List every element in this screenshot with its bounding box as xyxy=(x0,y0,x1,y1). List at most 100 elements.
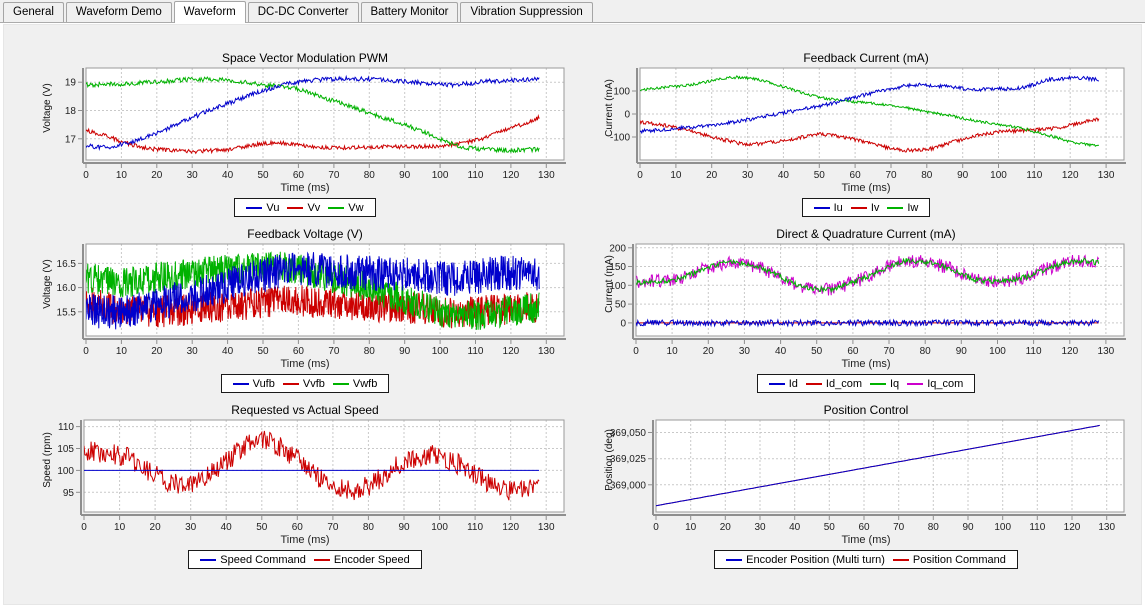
y-axis-label: Voltage (V) xyxy=(42,83,53,133)
svg-text:70: 70 xyxy=(328,346,340,357)
svg-text:200: 200 xyxy=(609,243,626,254)
legend-swatch-vvfb xyxy=(282,382,299,385)
svg-text:50: 50 xyxy=(257,346,269,357)
chart-space-vector-modulation-pwm: Space Vector Modulation PWM 17 18 19 0 10 20 3… xyxy=(34,50,576,218)
svg-text:0: 0 xyxy=(624,110,630,121)
svg-text:100: 100 xyxy=(432,170,449,181)
chart-feedback-current: Feedback Current (mA) -100 0 100 0 10 20 30 40 5… xyxy=(596,50,1136,218)
svg-text:20: 20 xyxy=(151,346,163,357)
svg-text:120: 120 xyxy=(503,170,520,181)
tab-vibration-suppression[interactable]: Vibration Suppression xyxy=(460,2,593,22)
legend-label: Position Command xyxy=(912,553,1006,566)
svg-text:70: 70 xyxy=(328,170,340,181)
svg-text:10: 10 xyxy=(685,522,697,533)
legend-item-position-command: Position Command xyxy=(892,553,1006,566)
tab-waveform-demo[interactable]: Waveform Demo xyxy=(65,2,172,22)
svg-text:60: 60 xyxy=(850,170,862,181)
svg-text:100: 100 xyxy=(57,466,74,477)
tab-battery-monitor[interactable]: Battery Monitor xyxy=(360,2,459,22)
svg-text:18: 18 xyxy=(65,106,77,117)
legend-swatch-encoder-position-multi-turn xyxy=(726,558,743,561)
plot-canvas: 369,000 369,025 369,050 0 10 20 30 40 50 60 70 80 90… xyxy=(610,419,1126,533)
chart-position-control: Position Control 369,000 369,025 369,050 0 1… xyxy=(596,402,1136,570)
svg-text:20: 20 xyxy=(720,522,732,533)
y-axis-label: Current (mA) xyxy=(604,79,615,137)
svg-text:0: 0 xyxy=(637,170,643,181)
legend-swatch-vu xyxy=(246,206,263,209)
svg-text:20: 20 xyxy=(703,346,715,357)
tab-dc-dc-converter[interactable]: DC-DC Converter xyxy=(247,2,359,22)
legend-swatch-iv xyxy=(850,206,867,209)
legend-item-speed-command: Speed Command xyxy=(200,554,306,566)
svg-text:30: 30 xyxy=(185,522,197,533)
svg-text:90: 90 xyxy=(399,346,411,357)
svg-text:80: 80 xyxy=(363,522,375,533)
svg-text:80: 80 xyxy=(921,170,933,181)
legend-swatch-speed-command xyxy=(200,558,217,561)
legend-label: Encoder Position (Multi turn) xyxy=(746,553,885,566)
chart-title: Space Vector Modulation PWM xyxy=(221,51,389,65)
legend-item-vv: Vv xyxy=(287,202,320,214)
legend-swatch-id-com xyxy=(805,382,822,385)
svg-text:90: 90 xyxy=(957,170,969,181)
tab-waveform[interactable]: Waveform xyxy=(173,1,246,23)
svg-text:100: 100 xyxy=(989,346,1006,357)
svg-text:120: 120 xyxy=(1064,522,1081,533)
tab-bar: General Waveform Demo Waveform DC-DC Conver… xyxy=(0,0,1145,23)
y-axis-label: Current (mA) xyxy=(604,255,615,313)
svg-text:105: 105 xyxy=(57,444,74,455)
legend-box: Iu Iv Iw xyxy=(801,198,931,217)
tab-general[interactable]: General xyxy=(3,2,64,22)
legend-swatch-vwfb xyxy=(332,382,349,385)
svg-text:15.5: 15.5 xyxy=(57,307,77,318)
svg-text:10: 10 xyxy=(116,346,128,357)
svg-text:60: 60 xyxy=(858,522,870,533)
svg-text:130: 130 xyxy=(538,170,555,181)
legend-box: Vufb Vvfb Vwfb xyxy=(220,374,390,393)
svg-text:0: 0 xyxy=(620,318,626,329)
svg-text:40: 40 xyxy=(221,522,233,533)
svg-text:50: 50 xyxy=(256,522,268,533)
legend-label: Iq_com xyxy=(927,377,964,390)
chart-title: Position Control xyxy=(823,403,909,417)
svg-text:70: 70 xyxy=(327,522,339,533)
svg-text:70: 70 xyxy=(885,170,897,181)
legend-item-iu: Iu xyxy=(813,202,843,214)
svg-text:130: 130 xyxy=(538,522,555,533)
legend-label: Vu xyxy=(266,201,280,214)
svg-text:30: 30 xyxy=(742,170,754,181)
legend-item-vu: Vu xyxy=(246,202,279,214)
svg-text:369,025: 369,025 xyxy=(610,454,647,465)
svg-text:40: 40 xyxy=(789,522,801,533)
svg-text:80: 80 xyxy=(364,170,376,181)
svg-text:100: 100 xyxy=(613,87,630,98)
svg-text:90: 90 xyxy=(962,522,974,533)
svg-text:90: 90 xyxy=(399,170,411,181)
legend-item-iv: Iv xyxy=(850,201,880,214)
x-axis-label: Time (ms) xyxy=(841,358,891,370)
svg-text:-100: -100 xyxy=(610,133,630,144)
svg-text:40: 40 xyxy=(222,346,234,357)
svg-text:17: 17 xyxy=(65,134,77,145)
svg-text:110: 110 xyxy=(468,346,484,357)
legend-label: Iv xyxy=(870,201,880,214)
svg-text:100: 100 xyxy=(609,281,626,292)
svg-text:40: 40 xyxy=(778,170,790,181)
legend-item-id: Id xyxy=(768,378,798,390)
x-axis-label: Time (ms) xyxy=(280,358,330,370)
legend-swatch-iq-com xyxy=(907,382,924,385)
legend-item-encoder-speed: Encoder Speed xyxy=(313,554,410,566)
svg-text:100: 100 xyxy=(990,170,1007,181)
legend-swatch-encoder-speed xyxy=(313,558,330,561)
legend-label: Iw xyxy=(907,201,919,214)
svg-text:20: 20 xyxy=(706,170,718,181)
svg-text:130: 130 xyxy=(538,346,555,357)
legend-item-iq-com: Iq_com xyxy=(907,378,963,390)
y-axis-label: Voltage (V) xyxy=(42,259,53,309)
svg-text:110: 110 xyxy=(1029,522,1045,533)
svg-text:110: 110 xyxy=(1026,346,1042,357)
legend-label: Vwfb xyxy=(352,377,378,390)
svg-text:0: 0 xyxy=(633,346,639,357)
svg-text:100: 100 xyxy=(994,522,1011,533)
x-axis-label: Time (ms) xyxy=(841,534,891,546)
